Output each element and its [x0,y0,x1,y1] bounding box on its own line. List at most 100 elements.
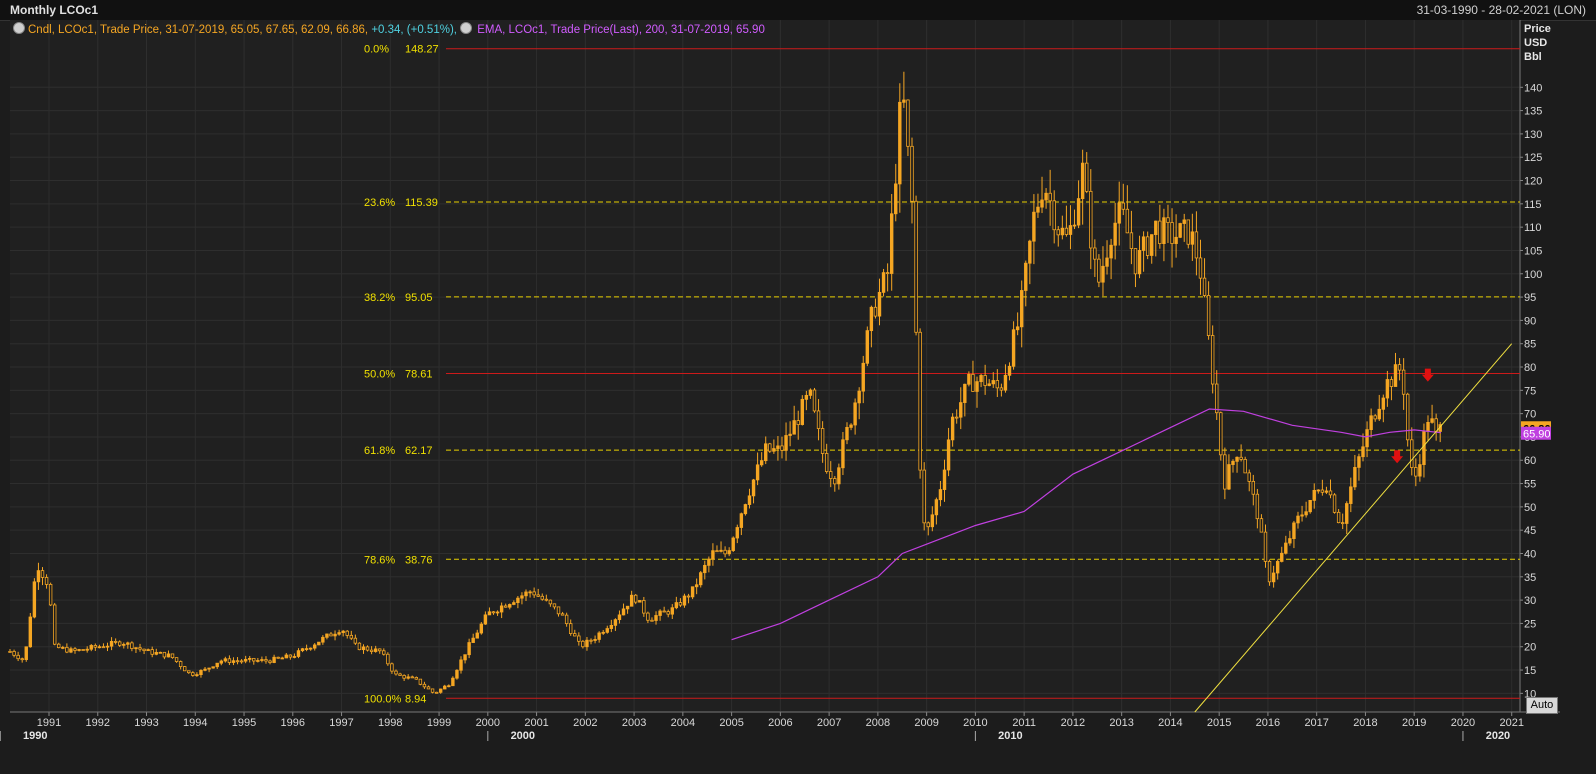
candle-body [170,653,175,659]
candle-body [1150,234,1154,256]
clock-icon[interactable] [460,22,473,34]
candle-body [540,595,544,600]
candle-body [654,615,658,621]
candle-body [629,594,634,607]
candle-body [1028,240,1032,264]
candle-body [1080,162,1085,199]
candle-body [288,654,293,658]
fib-pct-label: 38.2% [364,292,395,304]
candle-body [1186,219,1190,245]
candle-body [1166,217,1170,223]
candle-body [857,390,861,404]
candle-body [508,604,512,608]
candle-body [40,570,45,578]
candle-body [1288,538,1292,544]
candle-body [889,213,894,274]
x-tick-label: 1992 [86,717,110,729]
candle-body [910,145,914,202]
candle-body [268,660,272,663]
candle-body [365,646,370,651]
candle-body [646,612,650,621]
candle-body [1089,190,1093,249]
candle-body [272,656,276,663]
y-tick-label: 45 [1524,525,1536,537]
candle-body [57,643,61,649]
y-tick-label: 15 [1524,665,1536,677]
fib-value-label: 8.94 [405,693,426,705]
candle-body [544,598,549,601]
candle-body [577,635,581,642]
x-tick-label: 2017 [1304,717,1328,729]
candle-body [967,373,971,385]
candle-body [1369,415,1373,431]
candle-body [1385,379,1390,399]
y-tick-label: 20 [1524,642,1536,654]
candle-body [755,464,760,481]
candle-body [162,651,167,658]
candle-body [81,649,85,651]
candle-body [694,584,699,588]
candle-body [845,427,849,441]
candle-body [451,677,455,687]
candle-body [503,605,508,608]
candle-body [743,504,748,515]
auto-scale-button[interactable]: Auto [1526,697,1558,714]
candle-body [443,685,447,690]
candle-body [414,677,419,680]
clock-icon[interactable] [13,22,25,34]
candle-body [703,564,707,574]
candle-body [1397,364,1402,371]
candle-body [861,362,865,392]
candle-body [113,640,118,643]
axis-header-currency: USD [1524,37,1548,49]
candle-body [918,331,922,471]
candle-body [658,610,662,616]
y-tick-label: 25 [1524,618,1536,630]
candle-body [1032,211,1036,242]
candle-body [252,657,256,662]
candle-body [101,646,106,649]
candle-body [455,669,459,679]
candle-body [430,688,435,693]
candle-body [812,389,817,412]
candle-body [906,99,910,147]
candle-body [1316,489,1321,492]
y-tick-label: 85 [1524,339,1536,351]
candle-body [613,619,618,626]
candle-body [739,513,744,528]
candle-body [674,602,679,609]
candle-body [1141,236,1146,251]
fib-pct-label: 50.0% [364,368,395,380]
y-tick-label: 55 [1524,479,1536,491]
x-tick-label: 1999 [427,717,451,729]
x-tick-label: 2002 [573,717,597,729]
candle-body [1243,458,1247,474]
candle-body [487,611,492,616]
candle-body [300,648,305,652]
candle-body [150,649,154,655]
candle-body [1381,397,1386,410]
candle-body [1040,199,1044,208]
candle-body [207,667,211,670]
candle-body [995,380,1000,389]
candle-body [1198,257,1203,279]
candle-body [1202,277,1207,296]
candle-body [142,648,146,652]
candle-body [333,633,337,637]
candle-body [926,522,930,528]
candle-body [178,661,183,667]
candle-body [1227,464,1231,490]
candle-body [284,654,288,659]
candle-body [1393,364,1398,387]
axis-header-unit: Bbl [1524,51,1542,63]
candle-body [1430,418,1434,423]
candle-body [183,666,187,672]
candle-body [130,642,134,649]
candle-body [1015,326,1020,331]
candle-body [1349,486,1353,504]
candle-body [678,602,683,606]
candle-body [512,602,516,605]
candle-body [869,306,874,332]
